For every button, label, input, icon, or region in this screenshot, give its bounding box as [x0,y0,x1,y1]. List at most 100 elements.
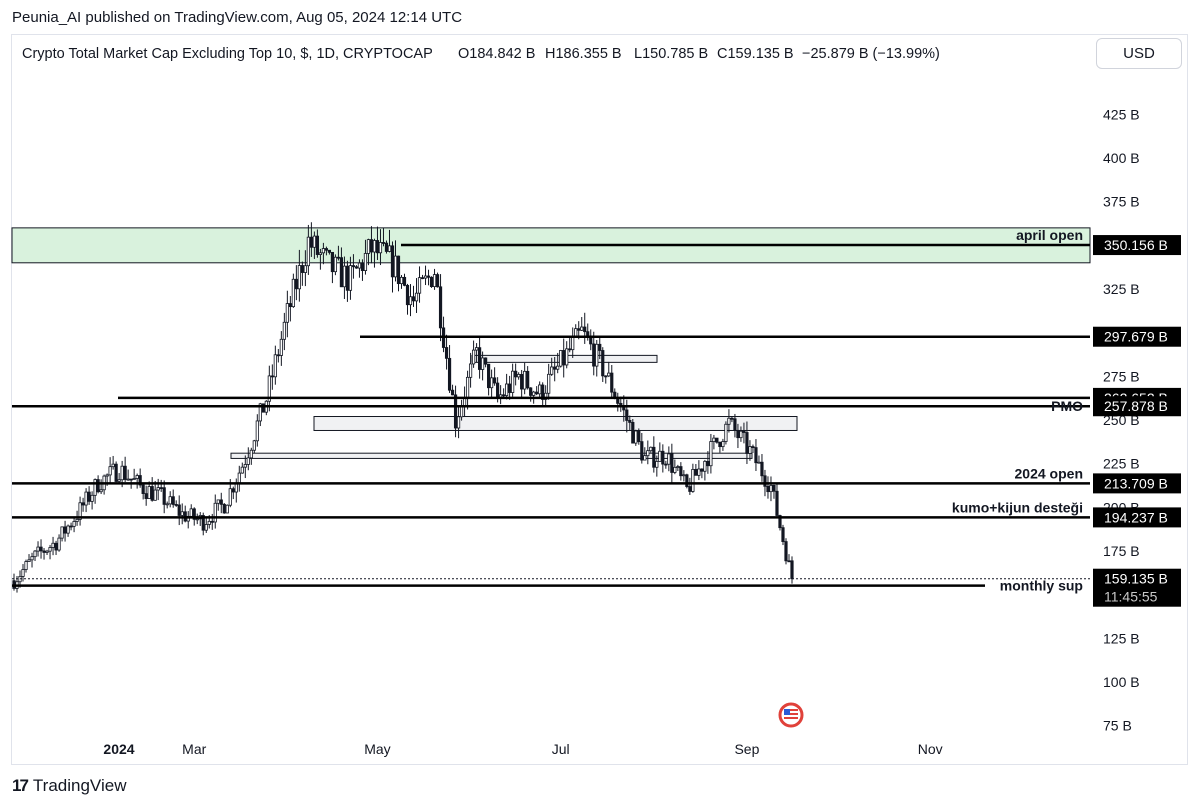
candle-body [706,460,710,467]
candle-body [348,265,353,291]
candle-body [390,245,395,278]
candle-body [249,449,253,459]
tradingview-brand: TradingView [32,776,127,795]
price-tag [1093,235,1181,256]
candle-body [363,253,368,271]
candle-body [195,518,199,521]
candle-body [378,242,383,254]
candle-body [471,349,476,365]
candle-body [189,508,193,517]
candle-body [592,343,596,367]
candle-body [465,376,470,399]
candle-body [432,274,437,288]
legend-open: O184.842 B [458,46,535,62]
x-axis: 2024 Mar May Jul Sep Nov [103,741,942,757]
candle-body [511,370,515,393]
candle-body [598,343,602,351]
candle-body [769,484,773,493]
candle-body [75,519,79,522]
candle-body [556,365,560,370]
candle-body [477,347,482,370]
candle-body [297,265,301,290]
candle-body [315,235,319,255]
tradingview-logo[interactable]: 17 TradingView [12,776,126,796]
candle-body [327,249,332,253]
candle-body [562,350,566,366]
candle-body [523,370,527,390]
candle-body [568,348,572,351]
candle-body [643,455,647,461]
candle-body [661,450,665,465]
candle-body [342,265,347,288]
candle-body [468,363,473,378]
candle-body [324,248,329,251]
candle-body [535,391,539,395]
candle-body [676,466,680,468]
candle-body [228,488,232,506]
candle-body [417,277,422,294]
legend-bar: Crypto Total Market Cap Excluding Top 10… [22,46,940,62]
candle-body [69,525,73,528]
candle-body [703,460,707,472]
candle-body [490,377,494,389]
candle-body [435,274,440,288]
candle-body [667,453,671,465]
last-price-label: 159.135 B [1104,571,1168,587]
candle-body [372,240,377,253]
candle-body [165,503,169,506]
candle-body [210,520,214,523]
candle-body [66,525,70,534]
legend-change: −25.879 B (−13.99%) [802,46,940,62]
candle-body [547,373,551,394]
y-tick-label: 275 B [1103,368,1140,384]
candle-body [502,394,506,397]
candle-body [453,394,458,429]
candle-body [123,465,127,480]
x-tick-label: Sep [734,741,759,757]
levels-layer: april open PMO 2024 open kumo+kijun desteği… [12,227,1090,594]
candle-body [553,366,557,370]
candle-body [339,257,344,288]
candle-body [42,550,46,553]
candle-body [333,256,338,273]
candle-body [258,403,262,422]
candle-body [565,348,569,366]
candle-body [628,420,632,423]
y-tick-label: 425 B [1103,106,1140,122]
candle-body [174,504,178,506]
candle-body [450,389,455,396]
event-flag-icon[interactable] [778,702,804,728]
y-tick-label: 175 B [1103,543,1140,559]
currency-select-button[interactable]: USD [1096,38,1182,69]
candle-body [426,275,431,278]
candle-body [583,326,587,333]
candle-body [760,461,764,477]
candle-body [589,337,593,345]
y-tick-label: 100 B [1103,674,1140,690]
candle-body [688,486,692,492]
candle-body [303,265,307,273]
candle-body [309,236,313,248]
y-tick-label: 225 B [1103,456,1140,472]
candle-body [625,409,629,421]
candle-body [604,375,608,378]
candle-body [772,484,776,492]
candle-body [438,286,443,329]
price-tag [1093,473,1181,494]
candle-body [414,292,419,302]
candle-body [700,468,704,472]
candle-body [351,265,356,268]
candle-body [291,278,295,308]
candle-body [369,239,374,253]
price-tag [1093,326,1181,347]
candle-body [649,446,653,452]
candle-body [213,502,217,523]
candle-body [27,559,31,562]
candle-body [559,350,563,367]
candle-body [529,387,533,396]
candle-body [456,416,461,429]
candle-body [402,276,407,286]
chart-frame [11,34,1188,765]
candle-body [670,453,674,473]
